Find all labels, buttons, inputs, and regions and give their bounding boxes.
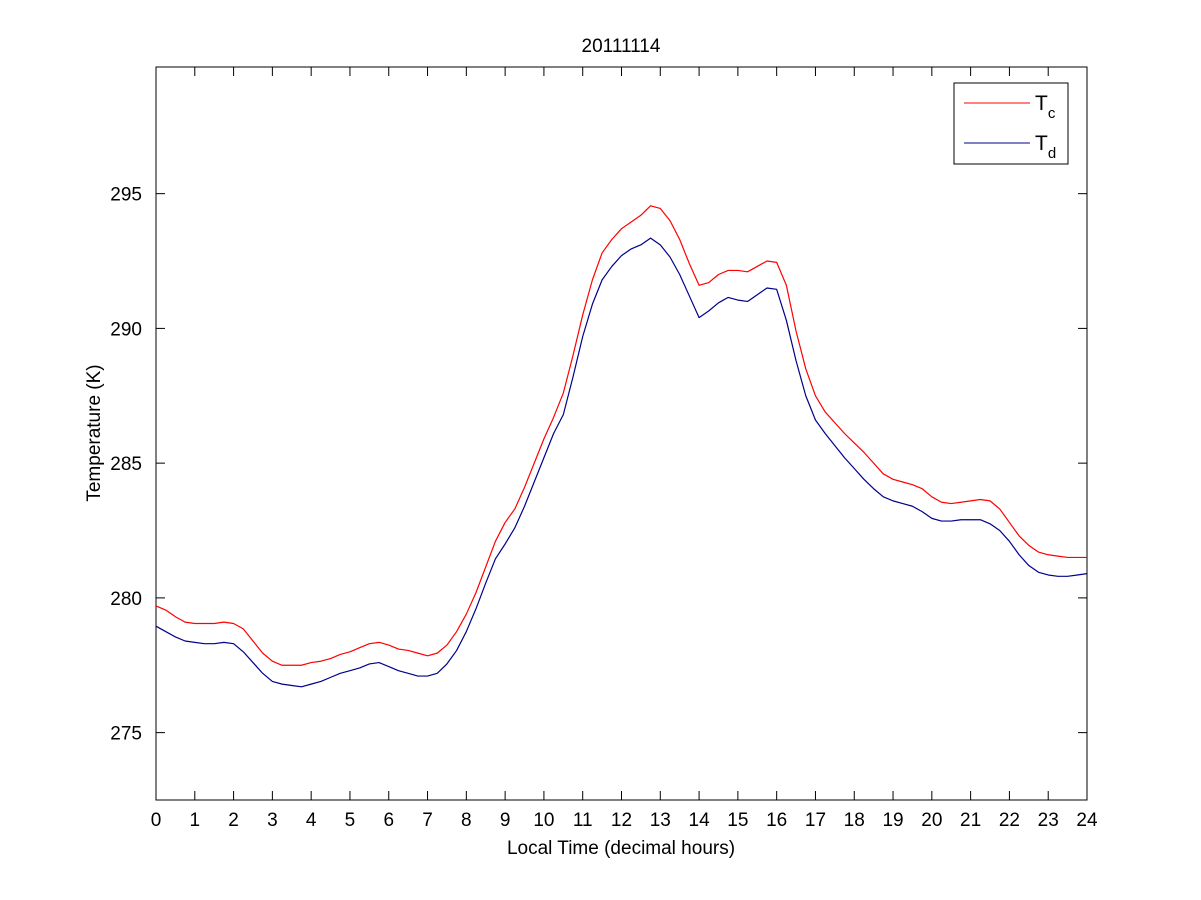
- x-tick-label-18: 18: [844, 810, 865, 831]
- x-tick-label-13: 13: [650, 810, 671, 831]
- x-tick-label-0: 0: [151, 810, 162, 831]
- x-tick-label-7: 7: [422, 810, 433, 831]
- x-tick-label-14: 14: [689, 810, 711, 831]
- x-tick-label-2: 2: [228, 810, 239, 831]
- y-tick-label-0: 275: [110, 724, 142, 745]
- axis-tick-labels: 0 1 2 3 4 5 6 7 8 9 10 11 12 13 14 15 16 17 18 19 20 21 22 23 24…: [110, 185, 1098, 831]
- legend-entry-tc-main: T: [1035, 92, 1048, 115]
- x-tick-label-15: 15: [727, 810, 748, 831]
- x-tick-label-19: 19: [882, 810, 903, 831]
- y-tick-label-2: 285: [110, 454, 142, 475]
- x-tick-label-6: 6: [383, 810, 394, 831]
- legend-entry-tc: Tc: [1035, 92, 1056, 122]
- legend-entry-td-sub: d: [1048, 145, 1056, 162]
- series-lines: [155, 205, 1088, 688]
- x-tick-label-10: 10: [533, 810, 554, 831]
- x-tick-label-12: 12: [611, 810, 632, 831]
- y-tick-label-4: 295: [110, 185, 142, 206]
- chart-title: 20111114: [582, 36, 661, 57]
- x-tick-label-22: 22: [999, 810, 1020, 831]
- series-line-td: [155, 237, 1088, 688]
- y-tick-label-1: 280: [110, 589, 142, 610]
- series-line-tc: [155, 205, 1087, 666]
- x-tick-label-23: 23: [1038, 810, 1059, 831]
- x-tick-label-20: 20: [921, 810, 942, 831]
- x-tick-label-17: 17: [805, 810, 826, 831]
- legend-entry-td-main: T: [1035, 132, 1048, 155]
- y-tick-label-3: 290: [110, 319, 142, 340]
- x-tick-label-9: 9: [500, 810, 511, 831]
- x-tick-label-16: 16: [766, 810, 787, 831]
- legend-box: [953, 82, 1069, 165]
- x-tick-label-3: 3: [267, 810, 278, 831]
- x-tick-label-1: 1: [190, 810, 201, 831]
- x-tick-label-5: 5: [345, 810, 356, 831]
- axis-ticks: [155, 67, 1088, 800]
- x-axis-title: Local Time (decimal hours): [507, 838, 735, 859]
- x-tick-label-11: 11: [573, 810, 593, 831]
- legend-entry-td: Td: [1035, 132, 1056, 162]
- x-tick-label-21: 21: [960, 810, 981, 831]
- x-tick-label-24: 24: [1076, 810, 1098, 831]
- plot-area: [155, 66, 1088, 801]
- y-axis-title: Temperature (K): [84, 364, 105, 501]
- x-tick-label-4: 4: [306, 810, 317, 831]
- x-tick-label-8: 8: [461, 810, 472, 831]
- legend: Tc Td: [953, 82, 1069, 165]
- legend-entry-tc-sub: c: [1048, 105, 1056, 122]
